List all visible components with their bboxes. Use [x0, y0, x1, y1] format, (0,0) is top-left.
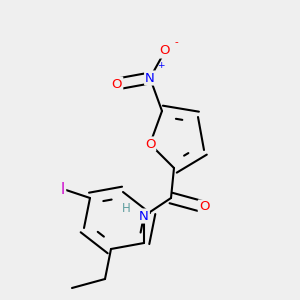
Text: O: O [145, 137, 155, 151]
Text: +: + [157, 61, 164, 70]
Text: O: O [160, 44, 170, 58]
Text: O: O [112, 77, 122, 91]
Text: N: N [145, 71, 155, 85]
Text: N: N [139, 209, 149, 223]
Text: -: - [175, 37, 178, 47]
Text: I: I [61, 182, 65, 196]
Text: H: H [122, 202, 130, 215]
Text: O: O [199, 200, 209, 214]
